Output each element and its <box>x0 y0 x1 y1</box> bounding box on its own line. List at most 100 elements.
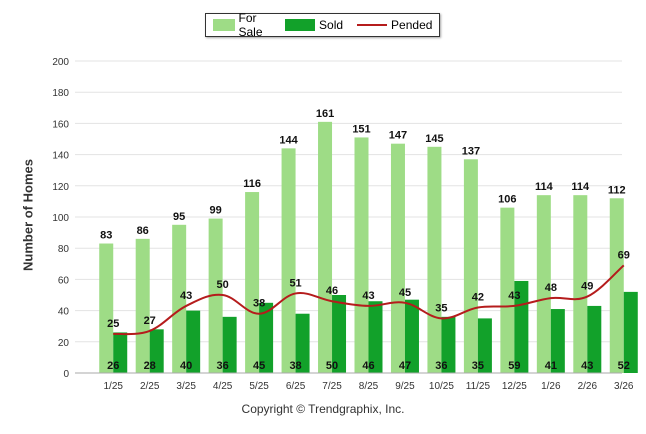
y-tick-label-120: 120 <box>52 182 69 193</box>
label-pended-3: 50 <box>217 279 229 291</box>
bar-for-sale-14 <box>609 198 624 373</box>
bar-for-sale-0 <box>99 243 114 373</box>
bar-for-sale-6 <box>318 121 333 373</box>
legend-item-pended[interactable]: Pended <box>357 18 432 32</box>
label-for-sale-10: 137 <box>462 145 480 157</box>
legend-swatch-pended <box>357 24 388 26</box>
legend-swatch-sold <box>285 19 316 31</box>
data-labels: 83 26 86 28 95 40 99 36 116 45 144 38 161 50 151 46 147 4… <box>100 108 630 372</box>
y-tick-label-160: 160 <box>52 119 69 130</box>
label-sold-14: 52 <box>618 360 630 372</box>
label-for-sale-8: 147 <box>389 130 407 142</box>
label-sold-0: 26 <box>107 360 119 372</box>
legend-item-sold[interactable]: Sold <box>285 18 343 32</box>
label-sold-3: 36 <box>217 360 229 372</box>
y-axis-label: Number of Homes <box>20 159 36 271</box>
label-for-sale-12: 114 <box>535 181 554 193</box>
label-for-sale-11: 106 <box>498 194 516 206</box>
bar-for-sale-9 <box>427 146 442 373</box>
x-tick-label-4: 5/25 <box>249 381 269 392</box>
bars <box>99 121 638 373</box>
x-tick-label-12: 1/26 <box>541 381 561 392</box>
label-sold-1: 28 <box>144 360 156 372</box>
x-tick-label-11: 12/25 <box>502 381 527 392</box>
y-tick-label-80: 80 <box>58 244 70 255</box>
label-for-sale-9: 145 <box>425 133 443 145</box>
label-for-sale-0: 83 <box>100 230 112 242</box>
bar-for-sale-11 <box>500 207 515 373</box>
y-tick-label-60: 60 <box>58 275 70 286</box>
label-pended-5: 51 <box>289 277 301 289</box>
label-pended-11: 43 <box>508 290 520 302</box>
x-tick-label-10: 11/25 <box>466 381 491 392</box>
legend-label-for-sale: For Sale <box>238 11 263 39</box>
x-tick-label-9: 10/25 <box>429 381 454 392</box>
label-pended-7: 43 <box>362 290 374 302</box>
bar-for-sale-5 <box>281 148 296 373</box>
legend-item-for-sale[interactable]: For Sale <box>213 11 271 39</box>
label-pended-14: 69 <box>618 249 630 261</box>
label-for-sale-4: 116 <box>243 178 261 190</box>
label-pended-13: 49 <box>581 281 593 293</box>
bar-for-sale-12 <box>536 195 551 373</box>
x-tick-label-14: 3/26 <box>614 381 634 392</box>
label-pended-8: 45 <box>399 287 411 299</box>
label-sold-5: 38 <box>289 360 301 372</box>
label-pended-10: 42 <box>472 291 484 303</box>
legend[interactable]: For Sale Sold Pended <box>205 11 440 39</box>
x-tick-label-3: 4/25 <box>213 381 233 392</box>
label-sold-13: 43 <box>581 360 593 372</box>
y-tick-label-140: 140 <box>52 151 69 162</box>
copyright: Copyright © Trendgraphix, Inc. <box>241 402 405 416</box>
label-for-sale-14: 112 <box>608 184 626 196</box>
bar-sold-12 <box>550 309 565 373</box>
bar-sold-9 <box>441 316 456 373</box>
x-tick-label-5: 6/25 <box>286 381 306 392</box>
bar-for-sale-7 <box>354 137 369 373</box>
x-tick-label-1: 2/25 <box>140 381 160 392</box>
bar-for-sale-8 <box>390 143 405 373</box>
y-tick-label-180: 180 <box>52 88 69 99</box>
bar-sold-8 <box>404 299 419 373</box>
y-tick-label-40: 40 <box>58 307 70 318</box>
label-sold-2: 40 <box>180 360 192 372</box>
x-tick-label-6: 7/25 <box>322 381 342 392</box>
label-pended-1: 27 <box>144 315 156 327</box>
label-sold-6: 50 <box>326 360 338 372</box>
bar-sold-2 <box>186 310 201 373</box>
y-tick-label-200: 200 <box>52 57 69 68</box>
axes: 0 20 40 60 80 100 120 140 160 180 200 1/25 2/25 3/25 4… <box>52 57 634 392</box>
label-sold-4: 45 <box>253 360 265 372</box>
bar-sold-10 <box>477 318 492 373</box>
x-tick-label-2: 3/25 <box>176 381 196 392</box>
label-for-sale-1: 86 <box>137 225 149 237</box>
legend-label-sold: Sold <box>319 18 344 32</box>
bar-for-sale-4 <box>245 192 260 373</box>
label-pended-4: 38 <box>253 298 265 310</box>
bar-sold-4 <box>259 302 274 373</box>
bar-sold-0 <box>113 332 128 373</box>
bar-for-sale-2 <box>172 224 187 373</box>
legend-swatch-for-sale <box>213 19 235 31</box>
label-for-sale-7: 151 <box>352 123 370 135</box>
label-pended-9: 35 <box>435 302 447 314</box>
bar-for-sale-1 <box>135 238 150 373</box>
label-sold-12: 41 <box>545 360 557 372</box>
legend-label-pended: Pended <box>391 18 433 32</box>
label-sold-9: 36 <box>435 360 447 372</box>
x-tick-label-13: 2/26 <box>578 381 598 392</box>
bar-for-sale-13 <box>573 195 588 373</box>
label-pended-12: 48 <box>545 282 557 294</box>
label-sold-10: 35 <box>472 360 484 372</box>
x-tick-label-0: 1/25 <box>103 381 123 392</box>
x-tick-label-8: 9/25 <box>395 381 415 392</box>
label-for-sale-3: 99 <box>210 205 222 217</box>
pended-line <box>113 264 625 336</box>
label-for-sale-13: 114 <box>571 181 590 193</box>
pended-line-path <box>113 264 625 336</box>
bar-sold-7 <box>368 301 383 373</box>
bar-sold-3 <box>222 316 237 373</box>
label-for-sale-6: 161 <box>316 108 334 120</box>
bar-sold-1 <box>149 329 164 373</box>
